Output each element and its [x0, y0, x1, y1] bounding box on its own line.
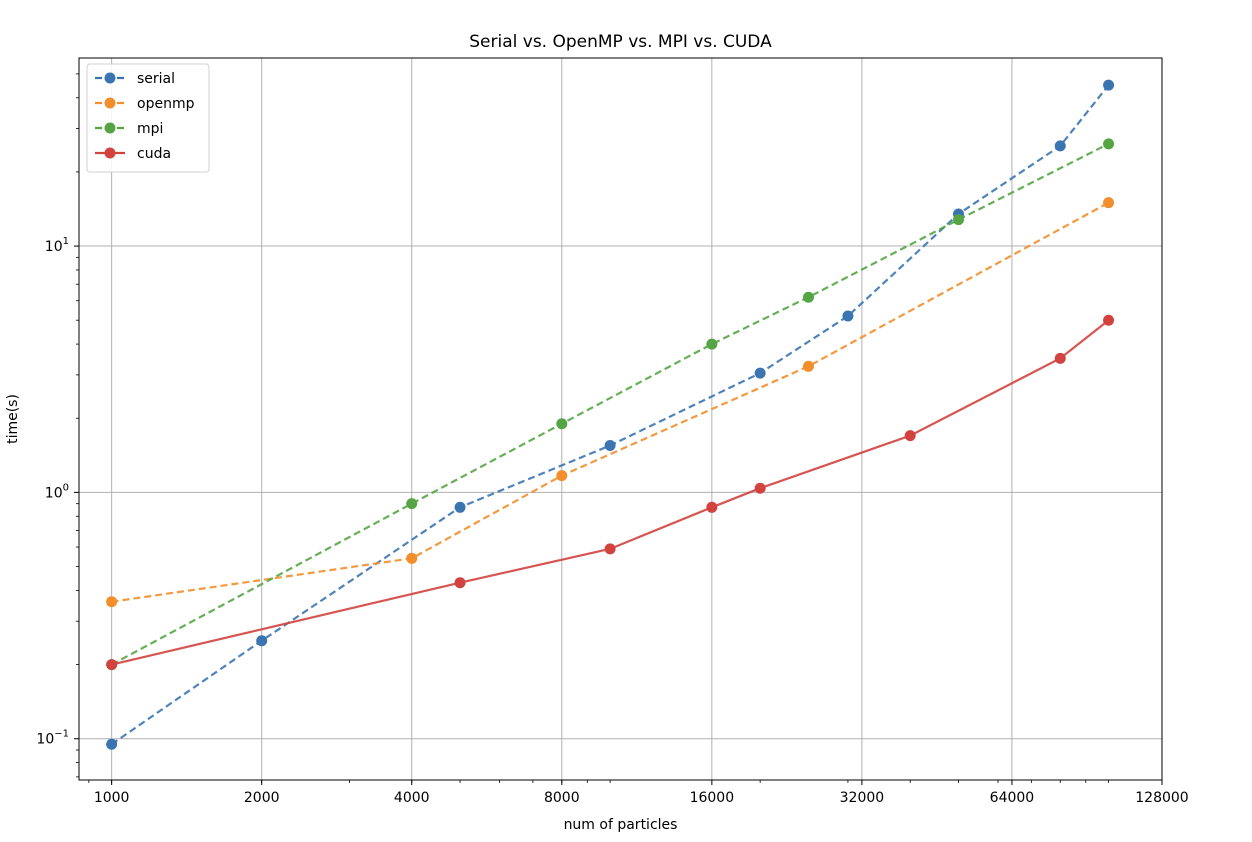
legend-item-openmp: openmp	[95, 96, 195, 112]
y-tick-label: 100	[45, 482, 69, 501]
data-point-serial	[1103, 79, 1115, 91]
data-point-openmp	[106, 596, 118, 608]
chart-title: Serial vs. OpenMP vs. MPI vs. CUDA	[469, 32, 772, 52]
data-point-serial	[106, 738, 118, 750]
series-cuda	[106, 314, 1115, 671]
data-point-mpi	[1103, 138, 1115, 150]
series-layer	[106, 79, 1115, 750]
legend-item-mpi: mpi	[95, 121, 163, 137]
plot-frame	[78, 57, 1163, 781]
legend-marker	[104, 97, 116, 109]
y-tick-label: 101	[45, 236, 69, 255]
data-point-serial	[454, 501, 466, 513]
x-tick-label: 8000	[544, 790, 580, 806]
data-point-cuda	[454, 577, 466, 589]
data-point-openmp	[556, 470, 568, 482]
data-point-serial	[1054, 140, 1066, 152]
series-line-openmp	[111, 201, 1110, 603]
series-mpi	[106, 138, 1115, 671]
y-tick-label: 10−1	[36, 729, 69, 748]
x-tick-label: 4000	[394, 790, 430, 806]
legend-label: openmp	[137, 96, 195, 112]
data-point-mpi	[706, 338, 718, 350]
legend-marker	[104, 122, 116, 134]
legend-marker	[104, 147, 116, 159]
x-tick-label: 64000	[990, 790, 1035, 806]
x-tick-label: 1000	[94, 790, 130, 806]
series-line-cuda	[111, 319, 1110, 666]
data-point-mpi	[802, 291, 814, 303]
legend: serial openmp mpi cuda	[86, 63, 210, 173]
data-point-cuda	[106, 659, 118, 671]
y-axis: 10−1 100 101	[36, 73, 79, 778]
data-point-serial	[842, 310, 854, 322]
series-openmp	[106, 197, 1115, 608]
legend-label: mpi	[137, 121, 163, 137]
legend-marker	[104, 72, 116, 84]
x-axis: 1000 2000 4000 8000 16000 32000 64000 128000	[88, 780, 1189, 806]
x-tick-label: 16000	[690, 790, 735, 806]
data-point-cuda	[1103, 314, 1115, 326]
data-point-serial	[604, 440, 616, 452]
grid	[79, 58, 1163, 780]
x-tick-label: 2000	[244, 790, 280, 806]
data-point-cuda	[754, 482, 766, 494]
legend-label: cuda	[137, 146, 171, 162]
data-point-cuda	[706, 501, 718, 513]
data-point-mpi	[406, 498, 418, 510]
data-point-openmp	[802, 360, 814, 372]
data-point-serial	[754, 367, 766, 379]
x-axis-label: num of particles	[564, 817, 678, 833]
legend-label: serial	[137, 71, 175, 87]
data-point-cuda	[904, 430, 916, 442]
data-point-serial	[256, 635, 268, 647]
x-tick-label: 128000	[1135, 790, 1188, 806]
series-serial	[106, 79, 1115, 750]
legend-item-serial: serial	[95, 71, 175, 87]
y-axis-label: time(s)	[5, 394, 21, 444]
data-point-openmp	[406, 552, 418, 564]
legend-box	[86, 63, 210, 173]
legend-item-cuda: cuda	[95, 146, 171, 162]
data-point-cuda	[1054, 352, 1066, 364]
data-point-openmp	[1103, 197, 1115, 209]
data-point-cuda	[604, 543, 616, 555]
x-tick-label: 32000	[840, 790, 885, 806]
data-point-mpi	[556, 418, 568, 430]
data-point-mpi	[953, 214, 965, 226]
